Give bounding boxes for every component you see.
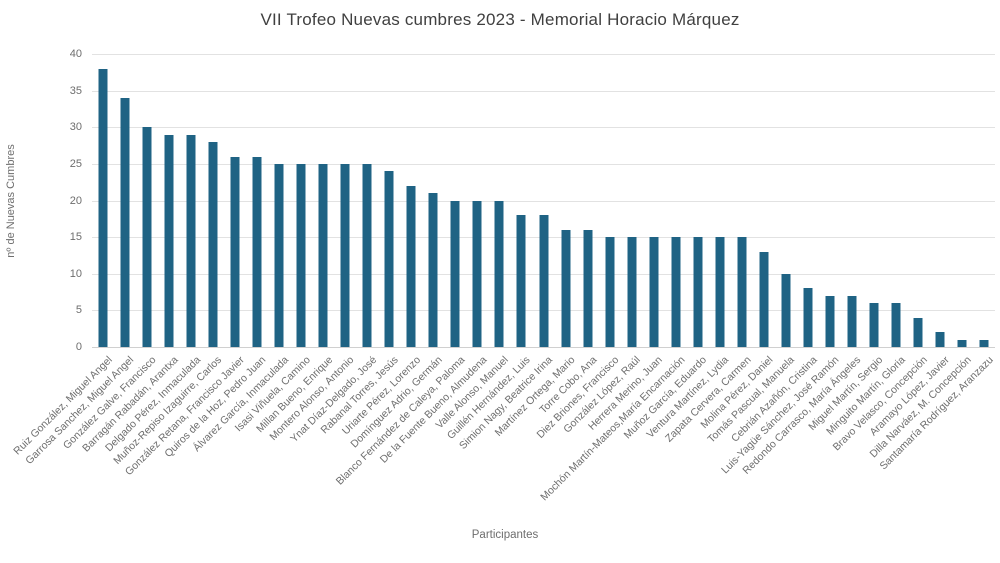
chart-title: VII Trofeo Nuevas cumbres 2023 - Memoria… (260, 10, 740, 29)
bar (935, 332, 945, 347)
bar (847, 295, 857, 347)
bar (671, 237, 681, 347)
x-axis-title: Participantes (471, 529, 539, 541)
gridline (92, 200, 995, 202)
bar (296, 163, 306, 347)
bar (120, 97, 130, 347)
bar (737, 237, 747, 347)
y-tick-label: 5 (75, 304, 82, 317)
bar (979, 339, 989, 347)
y-tick-label: 10 (69, 267, 82, 280)
bar (649, 237, 659, 347)
bar (384, 171, 394, 347)
gridline (92, 127, 995, 129)
bar (913, 317, 923, 347)
bar (164, 134, 174, 347)
bar (781, 273, 791, 347)
gridline (92, 54, 995, 55)
bar (428, 193, 438, 347)
y-tick-label: 30 (69, 121, 82, 134)
bar (142, 127, 152, 347)
y-tick-label: 35 (69, 84, 82, 97)
bar (825, 295, 835, 347)
bar (715, 237, 725, 347)
bar (759, 251, 769, 347)
plot-area (92, 54, 995, 348)
bar (494, 200, 504, 347)
bar (406, 185, 416, 347)
bar (539, 215, 548, 347)
bar (208, 141, 218, 347)
bar (957, 339, 967, 347)
bar (472, 200, 482, 347)
bar (803, 288, 813, 347)
y-axis-title: nº de Nuevas Cumbres (5, 144, 17, 258)
bar (627, 237, 637, 347)
y-tick-label: 20 (69, 194, 82, 207)
bar (605, 237, 615, 347)
y-tick-label: 0 (75, 341, 82, 353)
gridline (92, 90, 995, 92)
bar (362, 163, 372, 347)
bar (186, 134, 196, 347)
bar (693, 237, 703, 347)
bar (583, 229, 593, 347)
bar (274, 163, 284, 347)
bar (230, 156, 240, 347)
y-tick-label: 15 (69, 231, 82, 244)
bar (98, 68, 108, 347)
bar (252, 156, 262, 347)
bar (340, 163, 350, 347)
bar (450, 200, 460, 347)
bar (891, 303, 901, 347)
bar (561, 229, 571, 347)
bar (516, 215, 526, 347)
y-tick-label: 40 (69, 48, 82, 60)
bar (869, 303, 879, 347)
gridline (92, 163, 995, 165)
bar (318, 163, 328, 347)
y-tick-label: 25 (69, 157, 82, 170)
x-axis-line (92, 347, 995, 348)
